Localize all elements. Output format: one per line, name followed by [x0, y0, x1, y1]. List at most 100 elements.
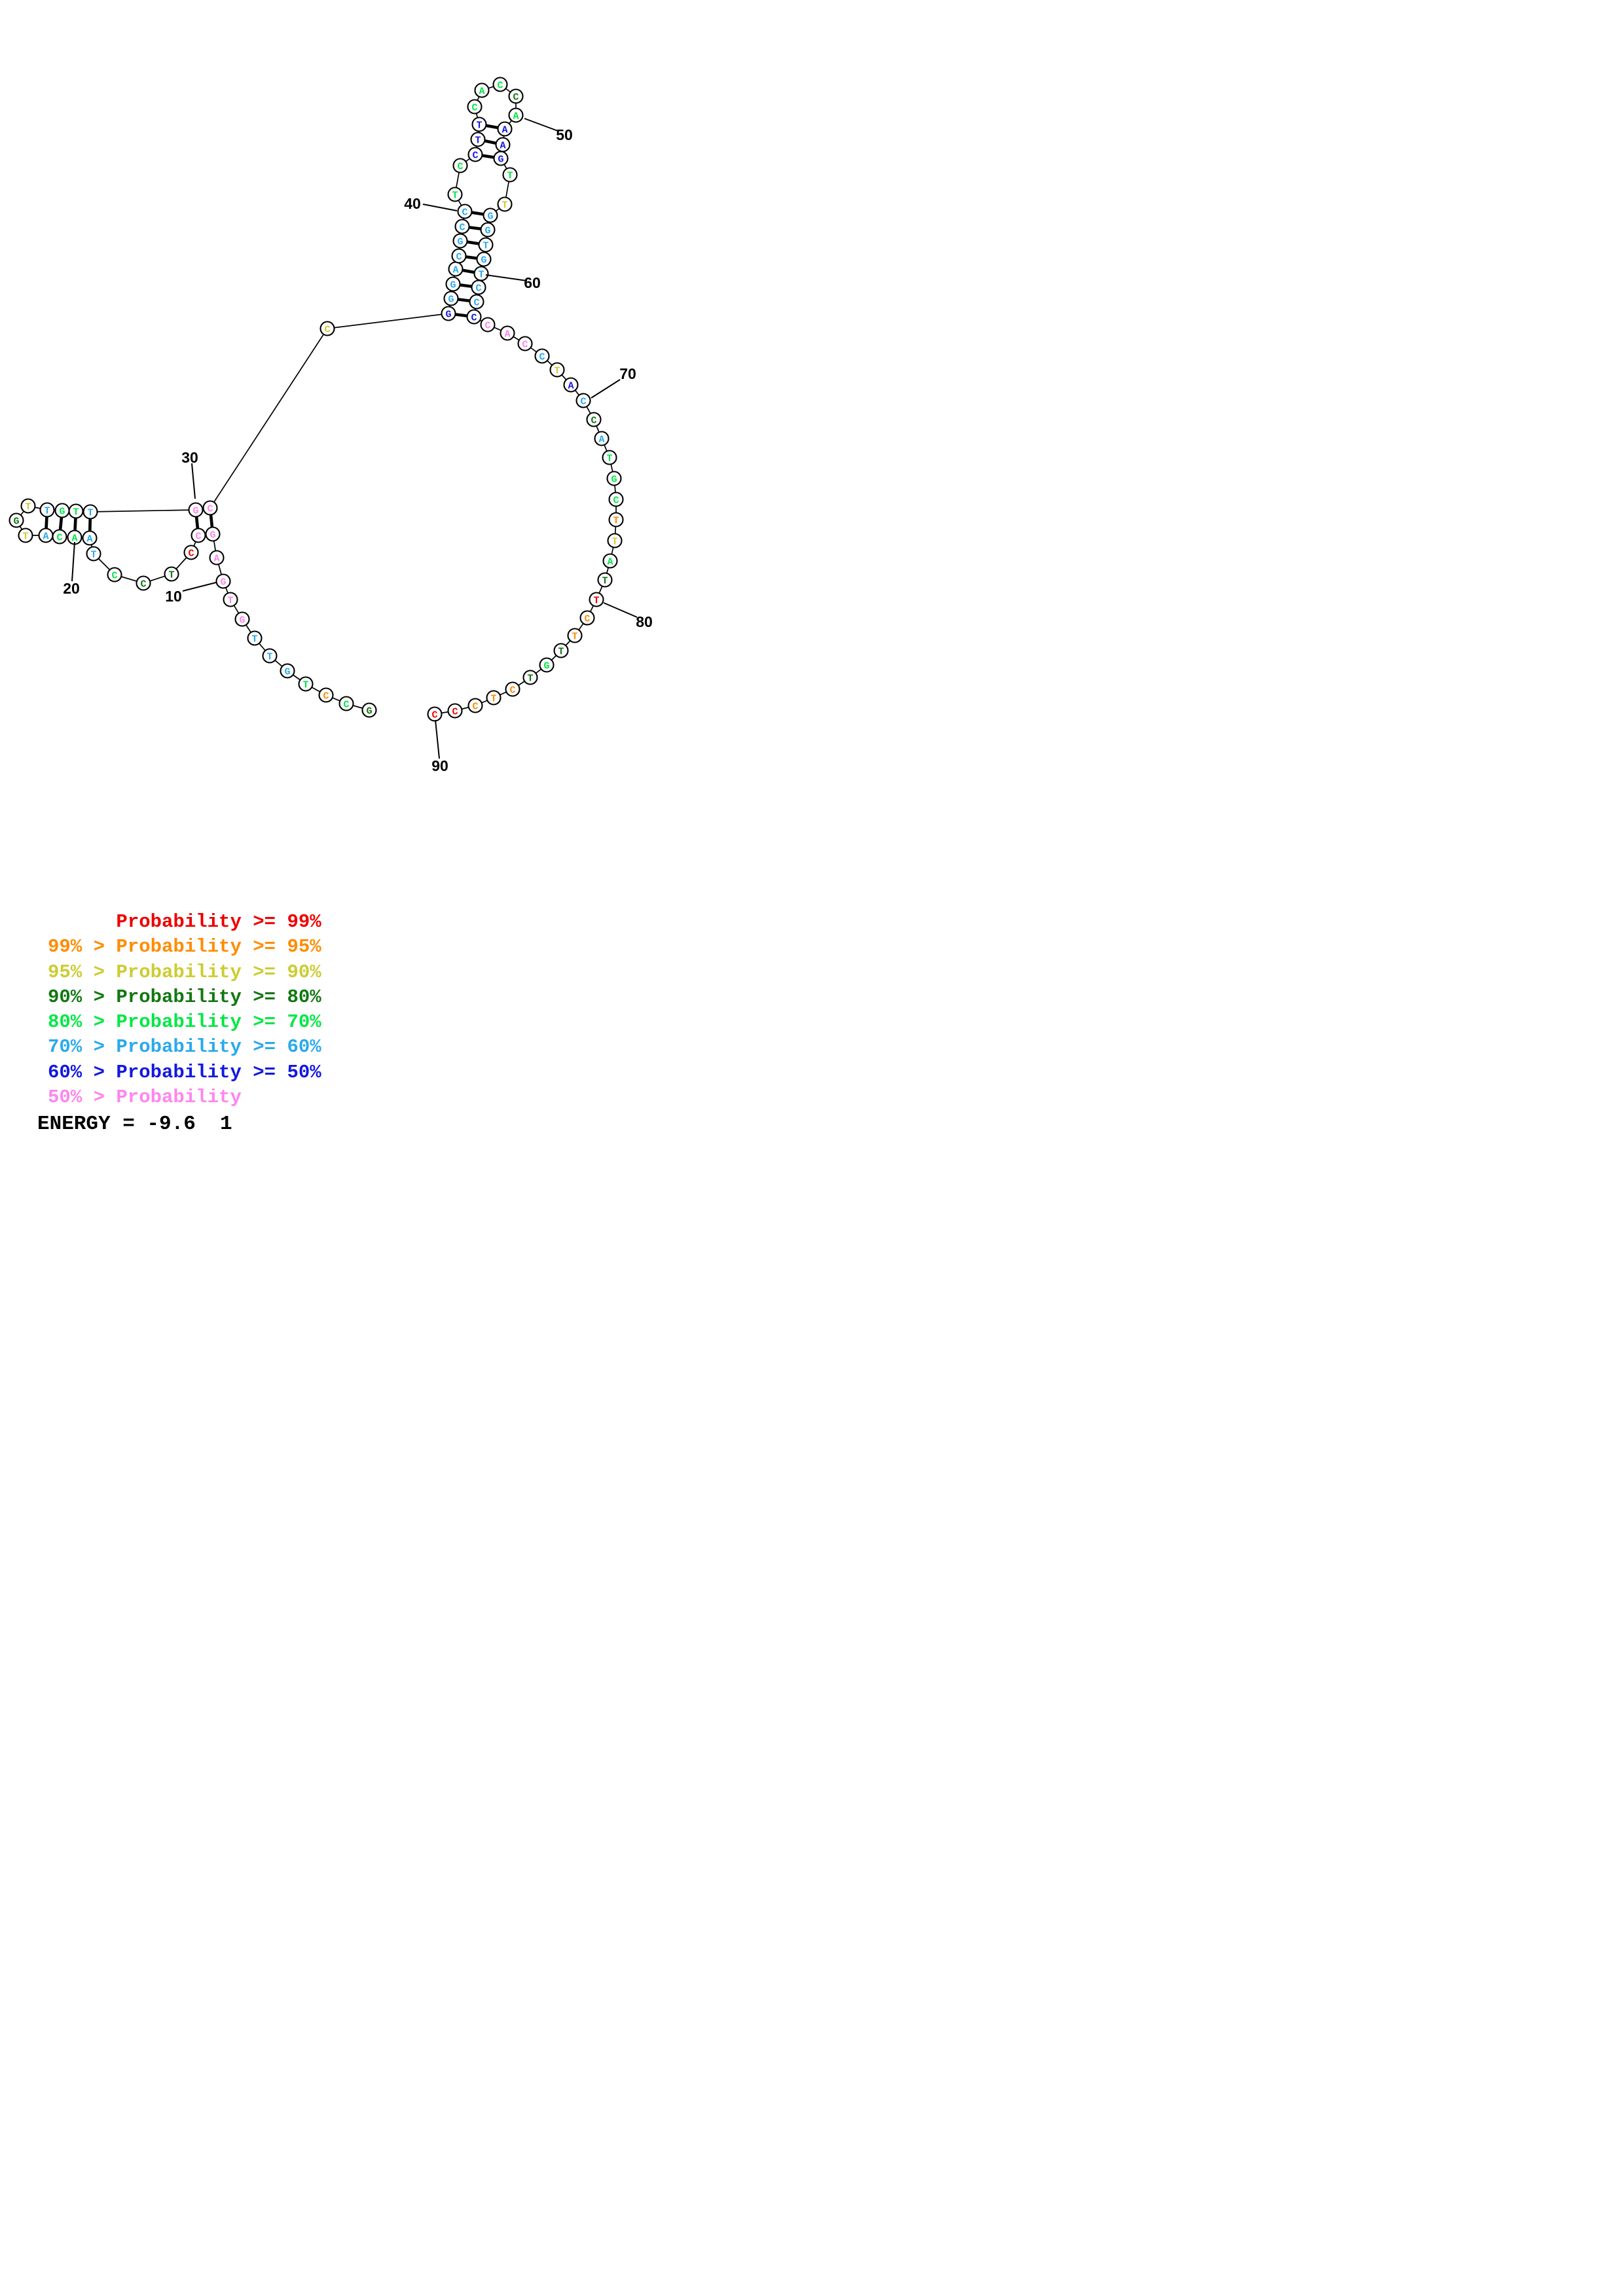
nucleotide-node: C	[469, 294, 484, 310]
nucleotide-node: G	[480, 222, 496, 238]
nucleotide-circle	[493, 151, 509, 166]
nucleotide-circle	[452, 233, 468, 249]
nucleotide-node: T	[602, 450, 617, 465]
nucleotide-node: A	[508, 107, 524, 123]
nucleotide-circle	[500, 325, 515, 341]
nucleotide-letter: G	[239, 615, 245, 626]
nucleotide-circle	[280, 663, 295, 679]
nucleotide-letter: G	[484, 225, 490, 236]
nucleotide-letter: C	[472, 701, 478, 712]
nucleotide-letter: C	[207, 503, 213, 514]
nucleotide-letter: G	[498, 154, 503, 165]
nucleotide-node: T	[471, 117, 487, 132]
nucleotide-letter: T	[527, 673, 533, 684]
nucleotide-letter: G	[448, 294, 454, 305]
nucleotide-node: C	[505, 681, 520, 697]
nucleotide-circle	[183, 545, 199, 560]
nucleotide-circle	[476, 251, 492, 267]
nucleotide-node: G	[493, 151, 509, 166]
nucleotide-node: G	[441, 306, 456, 321]
nucleotide-circle	[608, 512, 624, 528]
nucleotide-node: T	[607, 533, 623, 548]
nucleotide-letter: C	[323, 691, 329, 702]
nucleotide-letter: C	[111, 570, 117, 581]
nucleotide-circle	[451, 248, 467, 264]
position-label-line	[71, 541, 75, 582]
position-labels: 10 20 30 40 50 60 70 80 90	[63, 118, 653, 774]
nucleotide-node: A	[563, 377, 579, 393]
nucleotide-node: G	[539, 657, 555, 673]
nucleotide-circle	[188, 502, 204, 518]
nucleotide-letter: A	[71, 533, 77, 544]
nucleotide-circle	[467, 698, 483, 713]
nucleotide-circle	[594, 431, 610, 446]
energy-label: ENERGY = -9.6 1	[37, 1113, 232, 1136]
legend-row: 70% > Probability >= 60%	[48, 1036, 321, 1058]
nucleotide-node: T	[82, 504, 98, 520]
nucleotide-letter: T	[478, 269, 484, 280]
nucleotide-letter: T	[266, 651, 272, 662]
nucleotide-circle	[191, 528, 206, 543]
nucleotide-letter: A	[213, 553, 219, 564]
position-label-line	[485, 274, 528, 281]
nucleotide-node: C	[467, 147, 483, 162]
nucleotide-letter: C	[140, 579, 146, 590]
nucleotide-node: G	[483, 207, 498, 223]
nucleotide-letter: T	[558, 646, 564, 657]
nucleotide-node: T	[470, 132, 486, 147]
nucleotide-circle	[107, 567, 122, 583]
nucleotide-circle	[427, 706, 443, 722]
nucleotide-node: T	[262, 648, 278, 664]
nucleotide-circle	[480, 317, 496, 332]
nucleotide-letter: T	[22, 531, 28, 542]
nucleotide-letter: T	[452, 190, 458, 201]
position-label-text: 30	[181, 449, 198, 466]
nucleotide-letter: C	[471, 102, 477, 113]
nucleotide-circle	[86, 546, 101, 562]
nucleotide-circle	[497, 196, 513, 212]
nucleotide-letter: C	[484, 320, 490, 331]
nucleotide-circle	[247, 630, 263, 646]
nucleotide-letter: C	[471, 312, 477, 323]
nucleotide-letter: C	[56, 532, 62, 543]
nucleotide-circle	[607, 533, 623, 548]
position-label-text: 20	[63, 580, 80, 597]
legend-row: 60% > Probability >= 50%	[48, 1061, 321, 1083]
nucleotide-letter: C	[513, 92, 519, 103]
nucleotide-circle	[575, 393, 591, 408]
nucleotide-node: C	[467, 99, 483, 115]
nucleotide-node: G	[606, 471, 622, 486]
nucleotide-node: T	[553, 643, 569, 658]
position-label-text: 10	[165, 588, 182, 605]
nucleotide-circle	[602, 450, 617, 465]
nucleotide-node: C	[427, 706, 443, 722]
nucleotide-circle	[319, 321, 335, 336]
nucleotide-circle	[579, 610, 595, 626]
nucleotide-circle	[508, 88, 524, 104]
nucleotide-circle	[457, 204, 473, 219]
nucleotide-node: T	[20, 498, 36, 514]
nucleotide-node: G	[361, 702, 377, 718]
nucleotide-circle	[452, 158, 468, 173]
nucleotide-letter: T	[602, 575, 608, 586]
position-label-text: 90	[431, 757, 448, 774]
nucleotide-circle	[553, 643, 569, 658]
nucleotide-node: T	[589, 592, 604, 607]
position-label-text: 50	[556, 126, 573, 143]
nucleotide-letter: G	[366, 706, 372, 717]
nucleotide-letter: T	[501, 200, 507, 211]
nucleotide-node: T	[473, 266, 489, 281]
nucleotide-letter: C	[580, 396, 586, 407]
nucleotide-node: T	[597, 572, 613, 588]
nucleotide-circle	[262, 648, 278, 664]
nucleotide-node: C	[52, 529, 67, 545]
nucleotide-node: A	[500, 325, 515, 341]
nucleotide-node: A	[209, 550, 225, 565]
nucleotide-node: C	[466, 309, 482, 325]
legend-row: 80% > Probability >= 70%	[48, 1011, 321, 1033]
nucleotide-node: C	[517, 336, 533, 351]
nucleotide-node: T	[497, 196, 513, 212]
nucleotide-node: C	[183, 545, 199, 560]
nucleotide-letter: T	[44, 505, 50, 516]
backbone-segment	[327, 313, 449, 329]
